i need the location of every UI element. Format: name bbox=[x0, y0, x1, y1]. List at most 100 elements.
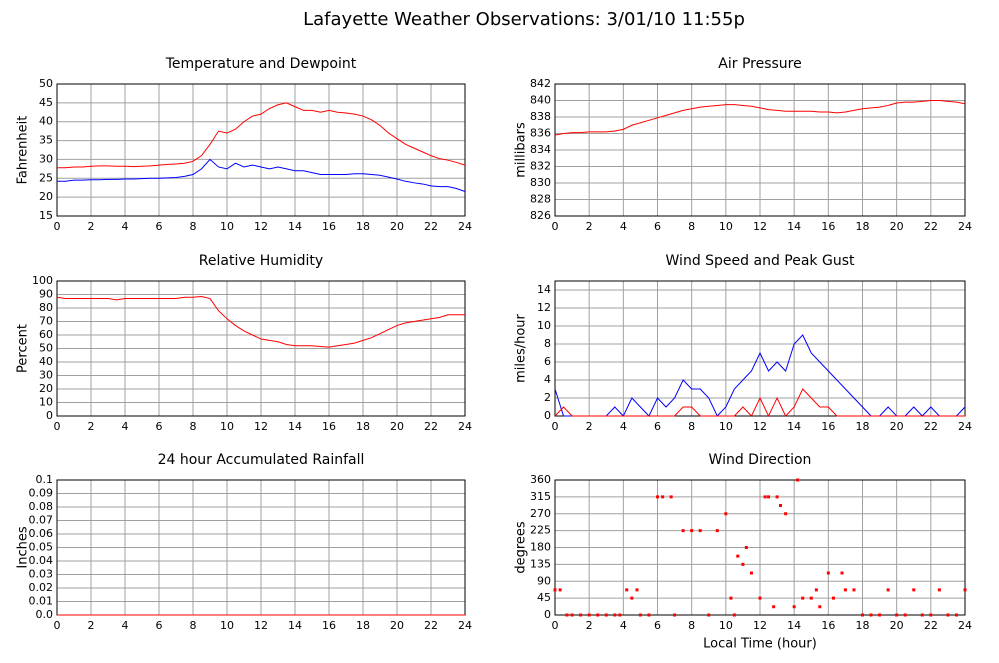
x-tick-label: 2 bbox=[88, 220, 95, 233]
point bbox=[741, 562, 745, 566]
y-tick-label: 842 bbox=[530, 77, 551, 90]
point bbox=[886, 588, 890, 592]
x-axis-label: Local Time (hour) bbox=[703, 637, 817, 652]
x-tick-label: 2 bbox=[88, 619, 95, 632]
x-tick-label: 22 bbox=[424, 420, 438, 433]
point bbox=[579, 613, 583, 617]
x-tick-label: 16 bbox=[322, 220, 336, 233]
y-tick-label: 25 bbox=[39, 171, 53, 184]
point bbox=[852, 588, 856, 592]
y-tick-label: 14 bbox=[537, 283, 551, 296]
x-tick-label: 22 bbox=[924, 619, 938, 632]
y-tick-label: 826 bbox=[530, 209, 551, 222]
x-tick-label: 12 bbox=[254, 420, 268, 433]
point bbox=[744, 546, 748, 549]
x-tick-label: 4 bbox=[620, 220, 627, 233]
point bbox=[647, 613, 651, 617]
x-tick-label: 18 bbox=[356, 619, 370, 632]
page-title: Lafayette Weather Observations: 3/01/10 … bbox=[303, 9, 745, 30]
x-tick-label: 4 bbox=[620, 619, 627, 632]
x-tick-label: 18 bbox=[856, 220, 870, 233]
x-tick-label: 14 bbox=[288, 220, 302, 233]
y-tick-label: 10 bbox=[537, 319, 551, 332]
x-tick-label: 24 bbox=[958, 220, 972, 233]
y-axis-label: degrees bbox=[514, 521, 529, 574]
x-tick-label: 20 bbox=[890, 619, 904, 632]
y-tick-label: 830 bbox=[530, 176, 551, 189]
y-axis-label: Percent bbox=[16, 324, 31, 373]
line bbox=[57, 102, 466, 169]
y-tick-label: 20 bbox=[39, 382, 53, 395]
x-tick-label: 6 bbox=[654, 220, 661, 233]
point bbox=[843, 588, 847, 592]
y-tick-label: 0.04 bbox=[29, 554, 54, 567]
y-tick-label: 0.06 bbox=[29, 527, 54, 540]
plot-frame bbox=[554, 83, 966, 217]
point bbox=[724, 512, 728, 516]
y-tick-label: 40 bbox=[39, 115, 53, 128]
x-tick-label: 6 bbox=[654, 619, 661, 632]
x-tick-label: 20 bbox=[390, 220, 404, 233]
y-tick-label: 6 bbox=[544, 355, 551, 368]
point bbox=[618, 613, 622, 617]
point bbox=[814, 588, 818, 592]
point bbox=[570, 613, 574, 617]
point bbox=[826, 571, 830, 575]
chart-title: Temperature and Dewpoint bbox=[165, 56, 357, 72]
point bbox=[937, 588, 941, 592]
point bbox=[929, 613, 933, 617]
y-tick-label: 20 bbox=[39, 190, 53, 203]
point bbox=[613, 613, 617, 617]
line bbox=[554, 100, 966, 136]
point bbox=[801, 596, 805, 600]
y-tick-label: 0.02 bbox=[29, 581, 54, 594]
point bbox=[681, 529, 685, 533]
point bbox=[587, 613, 591, 617]
y-tick-label: 828 bbox=[530, 193, 551, 206]
chart-title: Air Pressure bbox=[718, 56, 801, 72]
x-tick-label: 24 bbox=[458, 420, 472, 433]
y-tick-label: 60 bbox=[39, 328, 53, 341]
point bbox=[625, 588, 629, 592]
point bbox=[656, 495, 659, 499]
point bbox=[869, 613, 873, 617]
y-tick-label: 0.05 bbox=[29, 541, 54, 554]
point bbox=[792, 605, 796, 609]
chart-title: 24 hour Accumulated Rainfall bbox=[158, 452, 365, 468]
y-tick-label: 8 bbox=[544, 337, 551, 350]
y-tick-label: 0.01 bbox=[29, 595, 54, 608]
y-tick-label: 40 bbox=[39, 355, 53, 368]
y-tick-label: 50 bbox=[39, 77, 53, 90]
x-tick-label: 18 bbox=[356, 420, 370, 433]
x-tick-label: 12 bbox=[254, 220, 268, 233]
plot-frame bbox=[56, 280, 466, 417]
y-tick-label: 838 bbox=[530, 110, 551, 123]
x-tick-label: 24 bbox=[458, 619, 472, 632]
point bbox=[954, 613, 958, 617]
y-tick-label: 135 bbox=[530, 557, 551, 570]
point bbox=[698, 529, 702, 533]
chart-title: Relative Humidity bbox=[199, 253, 323, 269]
x-tick-label: 20 bbox=[890, 420, 904, 433]
point bbox=[920, 613, 924, 617]
y-tick-label: 0 bbox=[544, 409, 551, 422]
x-tick-label: 14 bbox=[787, 619, 801, 632]
point bbox=[707, 613, 711, 617]
point bbox=[767, 495, 771, 499]
point bbox=[840, 571, 844, 575]
point bbox=[638, 613, 642, 617]
point bbox=[946, 613, 950, 617]
x-tick-label: 14 bbox=[288, 420, 302, 433]
y-tick-label: 4 bbox=[544, 373, 551, 386]
y-tick-label: 315 bbox=[530, 490, 551, 503]
y-tick-label: 45 bbox=[39, 96, 53, 109]
x-tick-label: 24 bbox=[458, 220, 472, 233]
line bbox=[57, 158, 466, 192]
x-tick-label: 16 bbox=[322, 619, 336, 632]
x-tick-label: 12 bbox=[753, 420, 767, 433]
y-tick-label: 50 bbox=[39, 342, 53, 355]
x-tick-label: 16 bbox=[821, 220, 835, 233]
x-tick-label: 2 bbox=[586, 220, 593, 233]
point bbox=[809, 596, 813, 600]
